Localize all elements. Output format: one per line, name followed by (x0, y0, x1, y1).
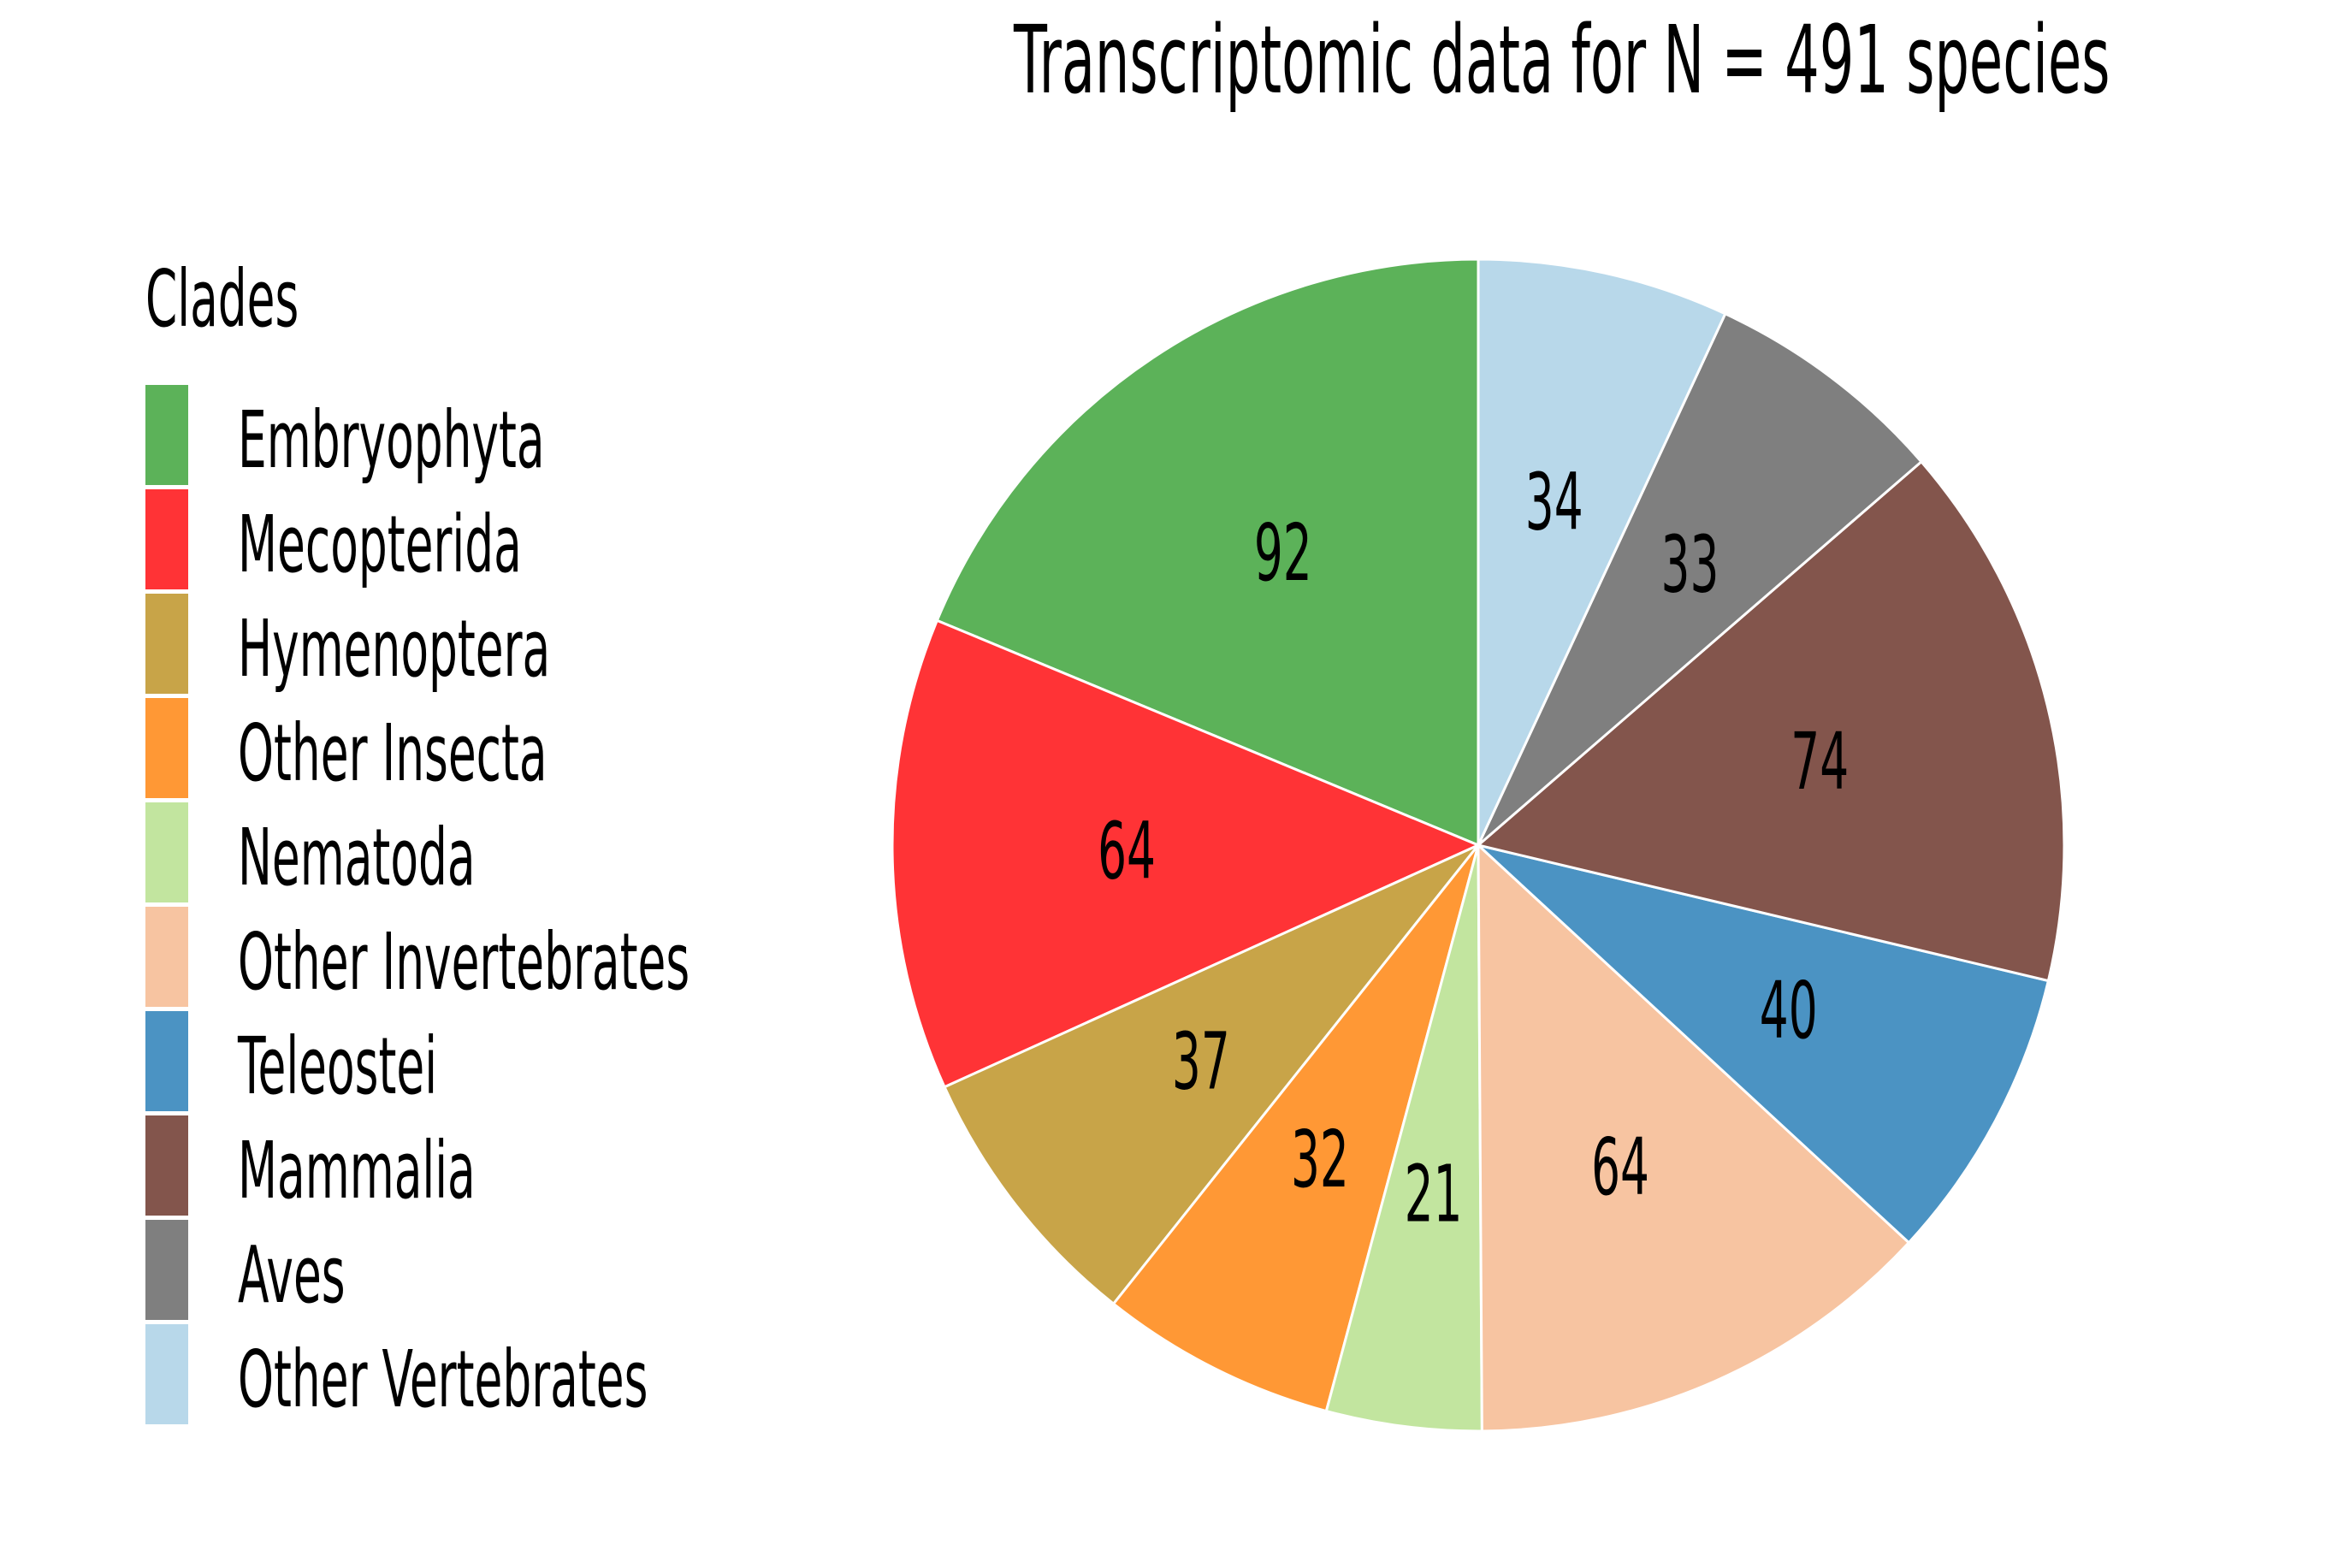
pie-slice-mammalia (1477, 460, 2066, 983)
legend-swatch-other-insecta (145, 698, 188, 798)
pie-slice-embryophyta (935, 257, 1480, 847)
pie-value-label-mecopterida: 64 (1098, 805, 1156, 897)
legend-label-aves: Aves (238, 1229, 346, 1321)
legend-item-hymenoptera: Hymenoptera (145, 594, 915, 698)
legend-item-mecopterida: Mecopterida (145, 489, 915, 594)
pie-slice-other-vertebrates (1477, 257, 1727, 847)
pie-slice-other-invertebrates (1477, 843, 1910, 1433)
legend: Clades Embryophyta Mecopterida Hymenopte… (145, 252, 915, 1450)
legend-label-other-insecta: Other Insecta (238, 707, 548, 799)
pie-value-label-hymenoptera: 37 (1172, 1015, 1230, 1108)
legend-swatch-hymenoptera (145, 594, 188, 694)
pie-value-label-other-vertebrates: 34 (1525, 456, 1583, 548)
pie-slice-other-insecta (1112, 843, 1480, 1413)
legend-item-other-invertebrates: Other Invertebrates (145, 907, 915, 1011)
pie-value-label-other-invertebrates: 64 (1591, 1121, 1649, 1213)
pie-slice-mecopterida (891, 618, 1480, 1089)
legend-label-embryophyta: Embryophyta (238, 394, 545, 486)
legend-label-hymenoptera: Hymenoptera (238, 603, 551, 695)
pie-value-label-embryophyta: 92 (1254, 506, 1312, 599)
legend-swatch-mammalia (145, 1115, 188, 1216)
legend-item-nematoda: Nematoda (145, 802, 915, 907)
pie-slice-teleostei (1477, 843, 2050, 1245)
pie-value-label-mammalia: 74 (1790, 716, 1849, 808)
pie-slice-nematoda (1324, 843, 1483, 1433)
legend-swatch-mecopterida (145, 489, 188, 589)
pie-value-label-nematoda: 21 (1405, 1148, 1463, 1240)
legend-swatch-aves (145, 1220, 188, 1320)
pie-value-labels: 92 64 37 32 21 64 40 74 33 34 (1098, 456, 1849, 1240)
legend-swatch-other-invertebrates (145, 907, 188, 1007)
pie-value-label-aves: 33 (1661, 518, 1719, 611)
legend-label-teleostei: Teleostei (238, 1021, 438, 1112)
pie-value-label-teleostei: 40 (1760, 964, 1818, 1056)
legend-swatch-teleostei (145, 1011, 188, 1111)
legend-swatch-other-vertebrates (145, 1324, 188, 1424)
legend-swatch-nematoda (145, 802, 188, 902)
legend-title: Clades (145, 253, 299, 345)
legend-item-other-insecta: Other Insecta (145, 698, 915, 802)
legend-item-embryophyta: Embryophyta (145, 385, 915, 489)
pie-value-label-other-insecta: 32 (1291, 1113, 1349, 1205)
legend-label-mecopterida: Mecopterida (238, 499, 522, 590)
legend-item-teleostei: Teleostei (145, 1011, 915, 1115)
legend-label-mammalia: Mammalia (238, 1125, 476, 1216)
legend-label-nematoda: Nematoda (238, 812, 476, 903)
legend-label-other-invertebrates: Other Invertebrates (238, 916, 690, 1008)
legend-label-other-vertebrates: Other Vertebrates (238, 1334, 648, 1425)
legend-swatch-embryophyta (145, 385, 188, 485)
pie-slice-aves (1477, 312, 1923, 847)
legend-item-aves: Aves (145, 1220, 915, 1324)
legend-item-mammalia: Mammalia (145, 1115, 915, 1220)
pie-slice-hymenoptera (943, 843, 1480, 1305)
pie-slices (891, 257, 2066, 1433)
legend-item-other-vertebrates: Other Vertebrates (145, 1324, 915, 1429)
